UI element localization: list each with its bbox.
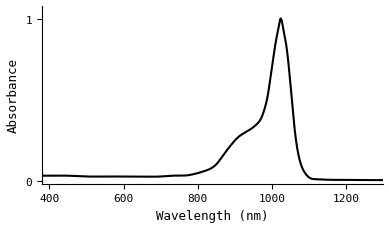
Y-axis label: Absorbance: Absorbance bbox=[7, 58, 20, 133]
X-axis label: Wavelength (nm): Wavelength (nm) bbox=[156, 209, 269, 222]
